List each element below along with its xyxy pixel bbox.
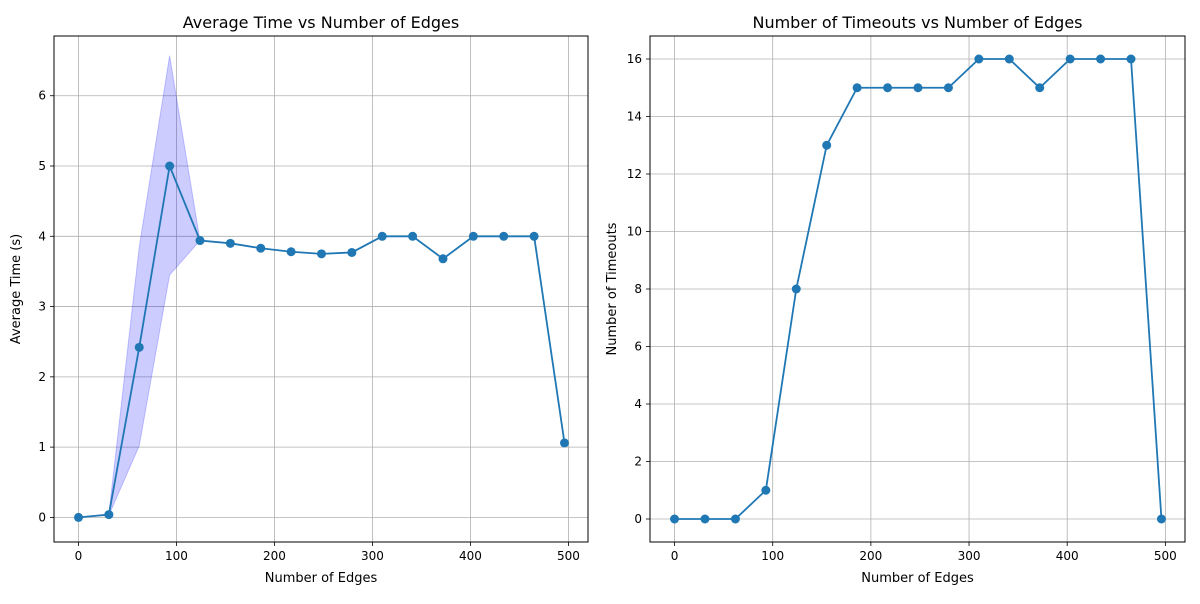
data-point: [974, 54, 984, 64]
y-tick-label: 5: [38, 159, 46, 173]
y-tick-label: 6: [38, 89, 46, 103]
data-point: [1035, 83, 1045, 93]
data-point: [1096, 54, 1106, 64]
y-tick-label: 4: [38, 229, 46, 243]
x-tick-label: 300: [958, 549, 981, 563]
x-tick-label: 200: [859, 549, 882, 563]
data-point: [468, 231, 478, 241]
data-point: [670, 514, 680, 524]
x-tick-label: 300: [361, 549, 384, 563]
data-point: [1156, 514, 1166, 524]
plot-frame: [53, 35, 589, 543]
data-point: [347, 247, 357, 257]
data-point: [730, 514, 740, 524]
x-axis-label: Number of Edges: [265, 571, 378, 586]
data-point: [852, 83, 862, 93]
data-point: [883, 83, 893, 93]
data-point: [1126, 54, 1136, 64]
y-tick-label: 6: [634, 340, 642, 354]
x-tick-label: 500: [557, 549, 580, 563]
data-point: [316, 249, 326, 259]
x-tick-label: 0: [75, 549, 83, 563]
data-point: [559, 438, 569, 448]
y-tick-label: 2: [38, 370, 46, 384]
data-point: [943, 83, 953, 93]
data-point: [225, 238, 235, 248]
x-tick-label: 0: [671, 549, 679, 563]
x-tick-label: 400: [459, 549, 482, 563]
data-point: [1004, 54, 1014, 64]
y-tick-label: 10: [627, 225, 642, 239]
y-tick-label: 8: [634, 282, 642, 296]
data-point: [73, 512, 83, 522]
y-tick-label: 3: [38, 300, 46, 314]
y-tick-label: 14: [627, 110, 642, 124]
data-point: [195, 236, 205, 246]
y-tick-label: 0: [634, 512, 642, 526]
data-point: [791, 284, 801, 294]
data-point: [499, 231, 509, 241]
data-point: [286, 247, 296, 257]
data-point: [822, 140, 832, 150]
data-point: [377, 231, 387, 241]
data-point: [529, 231, 539, 241]
data-point: [700, 514, 710, 524]
chart-title: Number of Timeouts vs Number of Edges: [752, 13, 1082, 32]
y-tick-label: 4: [634, 397, 642, 411]
timeouts-chart: 0 100 200 300 400 500 0 2 4 6 8 10 12 14 16 Number of …: [605, 13, 1186, 586]
x-axis-label: Number of Edges: [861, 571, 974, 586]
data-point: [761, 485, 771, 495]
data-point: [134, 342, 144, 352]
y-tick-label: 0: [38, 510, 46, 524]
y-axis-label: Number of Timeouts: [605, 222, 620, 355]
x-tick-label: 100: [761, 549, 784, 563]
x-tick-label: 100: [165, 549, 188, 563]
data-point: [1065, 54, 1075, 64]
y-tick-label: 16: [627, 52, 642, 66]
x-tick-label: 200: [263, 549, 286, 563]
y-tick-label: 1: [38, 440, 46, 454]
y-axis-label: Average Time (s): [9, 234, 24, 344]
x-tick-label: 500: [1154, 549, 1177, 563]
y-tick-label: 12: [627, 167, 642, 181]
x-tick-label: 400: [1056, 549, 1079, 563]
y-tick-label: 2: [634, 455, 642, 469]
data-point: [165, 161, 175, 171]
chart-title: Average Time vs Number of Edges: [183, 13, 459, 32]
data-point: [408, 231, 418, 241]
data-point: [104, 510, 114, 520]
average-time-chart: 0 100 200 300 400 500 0 1 2 3 4 5 6 Average Time vs …: [9, 13, 589, 586]
data-point: [438, 254, 448, 264]
data-point: [913, 83, 923, 93]
data-point: [256, 243, 266, 253]
